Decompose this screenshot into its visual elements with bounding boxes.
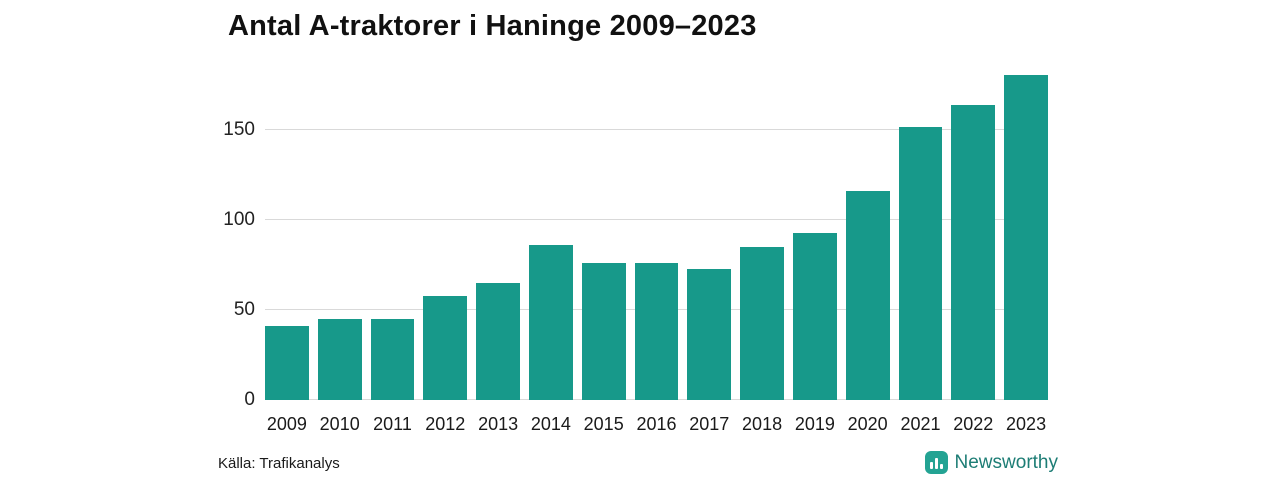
bar-slot	[898, 62, 943, 400]
bar-slot	[951, 62, 996, 400]
y-tick-label: 0	[244, 389, 255, 410]
bar-2019	[792, 232, 837, 400]
x-tick-label: 2013	[478, 414, 519, 434]
x-tick-label: 2021	[900, 414, 941, 434]
newsworthy-logo-icon	[924, 451, 948, 474]
x-tick-label: 2011	[373, 414, 412, 434]
plot-area: 0 50 100 150 2009 2010 2011 2012 2013 2014 2015 20…	[223, 62, 1048, 434]
source-note: Källa: Trafikanalys	[218, 455, 340, 472]
bar-2015	[581, 263, 626, 400]
x-tick-label: 2014	[530, 414, 571, 434]
bar-2021	[898, 126, 943, 400]
y-tick-label: 100	[223, 209, 255, 231]
bar-2017	[687, 268, 732, 400]
gridline-100	[265, 219, 1048, 221]
bar-2014	[528, 245, 573, 400]
bar-slot	[265, 62, 309, 400]
x-tick-label: 2022	[953, 414, 994, 434]
x-tick-label: 2018	[742, 414, 783, 434]
y-tick-label: 150	[223, 119, 255, 141]
x-tick-label: 2012	[425, 414, 466, 434]
y-axis: 0 50 100 150	[205, 62, 255, 410]
bar-slot	[1004, 62, 1048, 400]
x-tick-label: 2020	[847, 414, 888, 434]
bar-2010	[317, 319, 362, 400]
bar-2011	[370, 319, 415, 400]
bar-slot	[423, 62, 468, 400]
bar-slot	[740, 62, 784, 400]
gridline-150	[265, 129, 1048, 131]
x-tick-label: 2023	[1006, 414, 1047, 434]
logo-bar	[939, 464, 943, 469]
bar-2016	[634, 263, 679, 400]
bar-slot	[581, 62, 626, 400]
bar-slot	[634, 62, 679, 400]
x-tick-label: 2017	[689, 414, 730, 434]
x-axis: 2009 2010 2011 2012 2013 2014 2015 2016 2017 2018…	[265, 414, 1048, 435]
x-tick-label: 2019	[794, 414, 835, 434]
logo-bar	[929, 462, 933, 469]
logo-bar	[934, 458, 938, 469]
bar-2009	[265, 326, 309, 400]
brand-name: Newsworthy	[954, 451, 1058, 473]
bars	[265, 62, 1048, 400]
bar-slot	[792, 62, 837, 400]
bar-2012	[423, 295, 468, 400]
bar-slot	[476, 62, 520, 400]
bar-2022	[951, 105, 996, 400]
x-tick-label: 2016	[636, 414, 677, 434]
bar-2018	[740, 247, 784, 400]
bar-slot	[845, 62, 890, 400]
bar-2023	[1004, 74, 1048, 400]
bar-2020	[845, 191, 890, 400]
newsworthy-brand: Newsworthy	[924, 451, 1058, 474]
bar-slot	[687, 62, 732, 400]
x-tick-label: 2010	[319, 414, 360, 434]
y-tick-label: 50	[233, 299, 255, 321]
bar-slot	[317, 62, 362, 400]
bar-2013	[476, 283, 520, 400]
bar-slot	[370, 62, 415, 400]
chart-title: Antal A-traktorer i Haninge 2009–2023	[228, 10, 757, 42]
x-tick-label: 2009	[266, 414, 307, 434]
bar-slot	[528, 62, 573, 400]
x-tick-label: 2015	[583, 414, 624, 434]
